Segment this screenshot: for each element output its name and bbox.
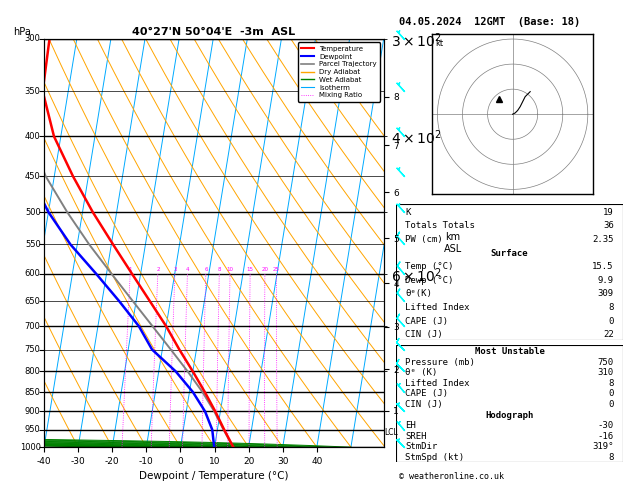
Text: Surface: Surface: [491, 249, 528, 258]
Text: 3: 3: [174, 267, 177, 272]
Text: Lifted Index: Lifted Index: [405, 379, 470, 388]
Text: 750: 750: [598, 358, 614, 366]
Text: 550: 550: [25, 240, 41, 249]
Text: 850: 850: [25, 387, 41, 397]
Text: 8: 8: [608, 379, 614, 388]
Text: -16: -16: [598, 432, 614, 441]
Text: Lifted Index: Lifted Index: [405, 303, 470, 312]
Text: 1: 1: [129, 267, 132, 272]
Text: 15: 15: [247, 267, 253, 272]
Text: 8: 8: [608, 303, 614, 312]
Legend: Temperature, Dewpoint, Parcel Trajectory, Dry Adiabat, Wet Adiabat, Isotherm, Mi: Temperature, Dewpoint, Parcel Trajectory…: [298, 42, 380, 102]
Text: PW (cm): PW (cm): [405, 235, 443, 244]
Text: 950: 950: [25, 425, 41, 434]
Text: 10: 10: [226, 267, 233, 272]
Text: 8: 8: [218, 267, 221, 272]
Text: Most Unstable: Most Unstable: [474, 347, 545, 356]
Text: 36: 36: [603, 222, 614, 230]
Text: EH: EH: [405, 421, 416, 430]
Text: 750: 750: [25, 345, 41, 354]
Text: θᵉ (K): θᵉ (K): [405, 368, 438, 377]
Title: 40°27'N 50°04'E  -3m  ASL: 40°27'N 50°04'E -3m ASL: [132, 27, 296, 37]
Text: θᵉ(K): θᵉ(K): [405, 290, 432, 298]
Text: 6: 6: [204, 267, 208, 272]
Text: 900: 900: [25, 407, 41, 416]
Text: 600: 600: [25, 269, 41, 278]
Text: 309: 309: [598, 290, 614, 298]
Text: 22: 22: [603, 330, 614, 339]
Text: 450: 450: [25, 172, 41, 181]
Text: © weatheronline.co.uk: © weatheronline.co.uk: [399, 472, 504, 481]
Text: 4: 4: [186, 267, 189, 272]
Text: 700: 700: [25, 322, 41, 330]
Text: 319°: 319°: [592, 442, 614, 451]
Text: -30: -30: [598, 421, 614, 430]
Text: LCL: LCL: [385, 428, 398, 437]
Text: Totals Totals: Totals Totals: [405, 222, 475, 230]
Text: 25: 25: [273, 267, 280, 272]
Text: Temp (°C): Temp (°C): [405, 262, 454, 271]
Text: K: K: [405, 208, 411, 217]
Text: 400: 400: [25, 132, 41, 141]
Text: Pressure (mb): Pressure (mb): [405, 358, 475, 366]
Text: 500: 500: [25, 208, 41, 217]
Text: 650: 650: [25, 296, 41, 306]
Text: kt: kt: [436, 39, 444, 48]
Text: 2: 2: [156, 267, 160, 272]
Text: 310: 310: [598, 368, 614, 377]
Text: SREH: SREH: [405, 432, 427, 441]
Text: Dewp (°C): Dewp (°C): [405, 276, 454, 285]
Text: 0: 0: [608, 400, 614, 409]
Text: Hodograph: Hodograph: [486, 411, 533, 419]
X-axis label: Dewpoint / Temperature (°C): Dewpoint / Temperature (°C): [139, 471, 289, 482]
Text: 15.5: 15.5: [592, 262, 614, 271]
Text: StmDir: StmDir: [405, 442, 438, 451]
Text: StmSpd (kt): StmSpd (kt): [405, 453, 464, 462]
Text: 20: 20: [262, 267, 269, 272]
Text: 0: 0: [608, 389, 614, 399]
Text: 04.05.2024  12GMT  (Base: 18): 04.05.2024 12GMT (Base: 18): [399, 17, 581, 27]
Text: CAPE (J): CAPE (J): [405, 317, 448, 326]
Text: CIN (J): CIN (J): [405, 400, 443, 409]
Text: 350: 350: [25, 87, 41, 96]
Text: 8: 8: [608, 453, 614, 462]
Text: hPa: hPa: [13, 27, 31, 37]
Text: 300: 300: [25, 35, 41, 43]
Text: CAPE (J): CAPE (J): [405, 389, 448, 399]
Text: 2.35: 2.35: [592, 235, 614, 244]
Text: 800: 800: [25, 367, 41, 376]
Text: 9.9: 9.9: [598, 276, 614, 285]
Text: 19: 19: [603, 208, 614, 217]
Text: 0: 0: [608, 317, 614, 326]
Text: 1000: 1000: [19, 443, 41, 451]
Y-axis label: km
ASL: km ASL: [444, 232, 462, 254]
Text: CIN (J): CIN (J): [405, 330, 443, 339]
